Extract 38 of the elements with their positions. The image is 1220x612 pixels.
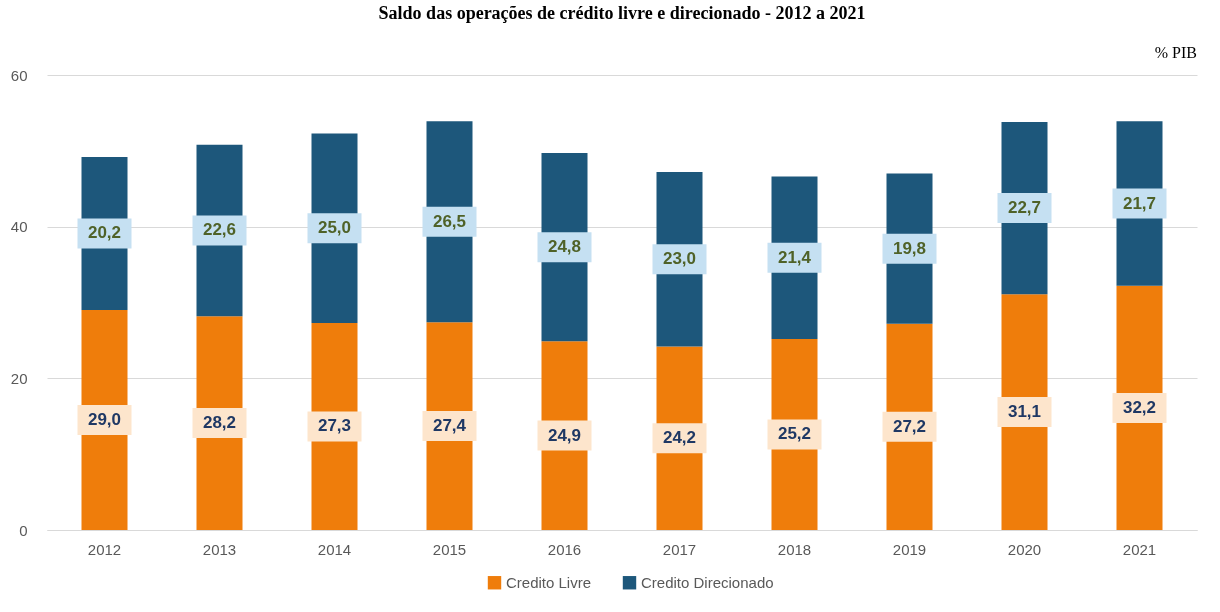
x-tick-label: 2020 [1007,540,1042,558]
data-label: 28,2 [202,413,237,433]
legend-label: Credito Livre [506,573,592,591]
y-tick-label: 0 [19,521,28,539]
data-label: 24,2 [662,428,697,448]
data-label: 24,9 [547,425,582,445]
x-tick-label: 2012 [87,540,122,558]
data-label: 19,8 [892,238,927,258]
legend-label: Credito Direcionado [641,573,774,591]
y-tick-label: 20 [10,369,28,387]
data-label: 31,1 [1007,402,1042,422]
x-tick-label: 2018 [777,540,812,558]
x-tick-label: 2013 [202,540,237,558]
data-label: 21,7 [1122,193,1157,213]
data-label: 23,0 [662,249,697,269]
data-label: 29,0 [87,410,122,430]
y-tick-label: 40 [10,218,28,236]
data-label: 32,2 [1122,397,1157,417]
data-label: 27,2 [892,416,927,436]
x-tick-label: 2019 [892,540,927,558]
data-label: 25,2 [777,424,812,444]
data-label: 24,8 [547,237,582,257]
y-axis-title: % PIB [1154,44,1197,61]
x-tick-label: 2017 [662,540,697,558]
data-label: 25,0 [317,218,352,238]
x-tick-label: 2015 [432,540,467,558]
data-label: 22,6 [202,220,237,240]
data-label: 21,4 [777,247,812,267]
data-label: 27,3 [317,416,352,436]
data-label: 26,5 [432,211,467,231]
x-tick-label: 2021 [1122,540,1157,558]
y-tick-label: 60 [10,66,28,84]
data-label: 22,7 [1007,198,1042,218]
chart-title: Saldo das operações de crédito livre e direcionado - 2012 a 2021 [378,3,866,23]
data-label: 20,2 [87,223,122,243]
x-tick-label: 2016 [547,540,582,558]
data-label: 27,4 [432,416,467,436]
x-tick-label: 2014 [317,540,352,558]
